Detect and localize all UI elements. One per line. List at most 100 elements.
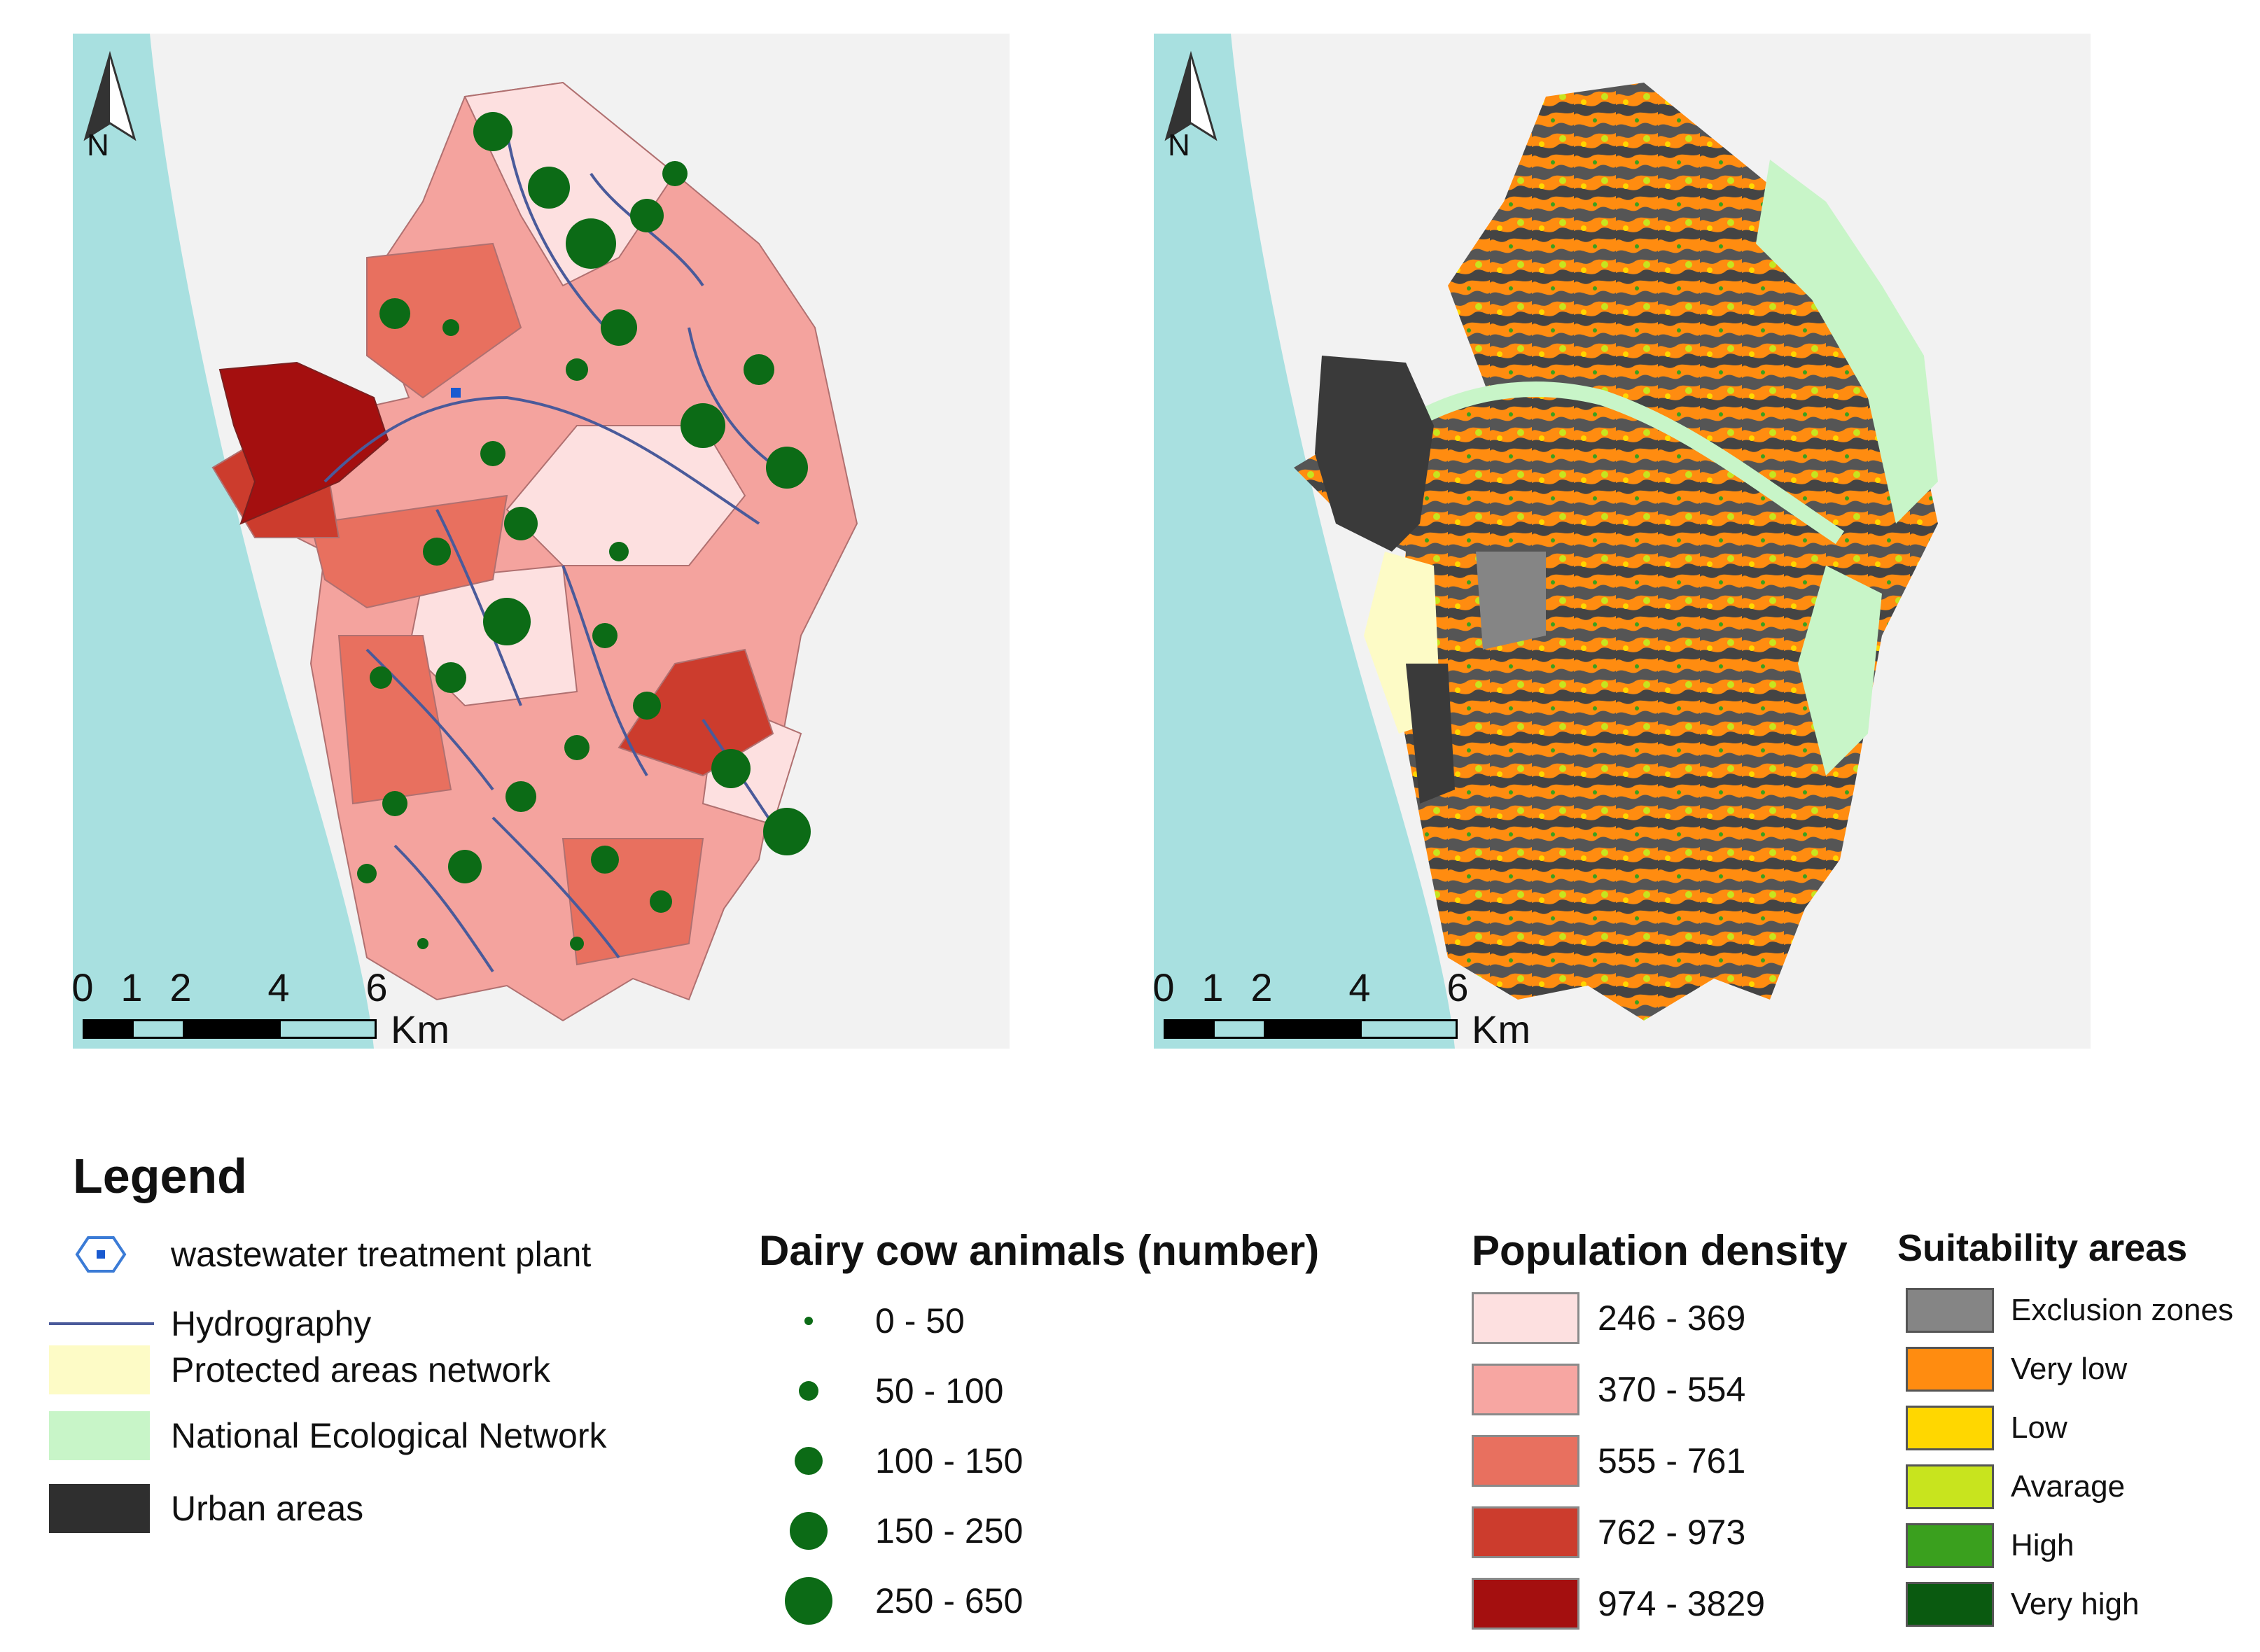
river-branch (393, 844, 494, 973)
population-class: 246 - 369 (1472, 1292, 1745, 1344)
scale-tick: 0 (1154, 965, 1175, 1009)
legend-item-urban: Urban areas (49, 1484, 363, 1533)
scale-bar: 0 1 2 4 6 Km (1154, 965, 1556, 1049)
scale-tick: 1 (1201, 965, 1224, 1009)
suitability-class: Avarage (1906, 1464, 2125, 1509)
river-branch (365, 648, 494, 791)
scale-tick: 6 (365, 965, 388, 1009)
population-swatch (1472, 1364, 1579, 1415)
suitability-class-label: Very low (2011, 1352, 2128, 1386)
suitability-class-label: Exclusion zones (2011, 1293, 2233, 1327)
dairy-symbol (681, 403, 725, 448)
dairy-symbol (504, 507, 538, 540)
suitability-class: High (1906, 1523, 2074, 1568)
dairy-symbol (423, 538, 451, 566)
exclusion-zone (1476, 552, 1546, 650)
population-class: 974 - 3829 (1472, 1578, 1765, 1630)
ecological-network-area (1756, 160, 1938, 524)
dairy-symbol (505, 781, 536, 812)
legend-label: Hydrography (171, 1304, 372, 1343)
river-branch (561, 565, 648, 777)
dairy-symbol-icon (804, 1317, 813, 1325)
hydrography-lines (323, 131, 802, 973)
dairy-legend-title: Dairy cow animals (number) (759, 1227, 1320, 1274)
dairy-class: 0 - 50 (770, 1296, 965, 1345)
legend-item-wastewater: wastewater treatment plant (73, 1233, 591, 1275)
population-swatch (1472, 1506, 1579, 1558)
map-right-canvas (1154, 34, 2091, 1049)
dairy-symbol (744, 354, 774, 385)
sea-area (73, 34, 374, 1049)
scale-unit: Km (391, 1007, 449, 1049)
scale-tick: 0 (73, 965, 94, 1009)
dairy-class: 50 - 100 (770, 1366, 1003, 1415)
dairy-symbol (570, 937, 584, 951)
dairy-symbol (601, 309, 637, 346)
dairy-symbol-icon (799, 1381, 818, 1401)
line-icon (49, 1322, 154, 1325)
scale-bar-graphic (1164, 1019, 1458, 1039)
dairy-symbol-icon (790, 1512, 828, 1550)
population-class-label: 555 - 761 (1598, 1441, 1746, 1480)
scale-tick: 1 (120, 965, 143, 1009)
suitability-class-label: High (2011, 1528, 2074, 1562)
legend-swatch (49, 1345, 150, 1394)
dairy-class-label: 50 - 100 (875, 1371, 1004, 1410)
population-class: 555 - 761 (1472, 1435, 1745, 1487)
dairy-class-label: 0 - 50 (875, 1301, 965, 1340)
north-label: N (87, 128, 109, 162)
scale-bar-graphic (83, 1019, 377, 1039)
wastewater-plant-marker (451, 388, 461, 398)
dairy-symbol (564, 735, 590, 760)
suitability-class: Very high (1906, 1582, 2139, 1627)
urban-area (1406, 664, 1455, 804)
dairy-symbol (483, 598, 531, 645)
dairy-symbol (591, 846, 619, 874)
scale-tick: 4 (1348, 965, 1371, 1009)
suitability-map: N 0 1 2 4 6 Km (1154, 34, 2091, 1049)
dairy-symbol (379, 298, 410, 329)
legend-label: National Ecological Network (171, 1416, 607, 1455)
north-label: N (1168, 128, 1190, 162)
population-swatch (1472, 1292, 1579, 1344)
dairy-symbol-icon (785, 1577, 832, 1625)
dairy-symbol (357, 864, 377, 883)
suitability-legend-title: Suitability areas (1897, 1227, 2188, 1269)
north-arrow-icon (1164, 50, 1218, 141)
dairy-class: 100 - 150 (770, 1436, 1023, 1485)
dairy-symbol (480, 441, 505, 466)
population-class-label: 974 - 3829 (1598, 1584, 1766, 1623)
dairy-class: 250 - 650 (770, 1576, 1023, 1625)
dairy-class-label: 100 - 150 (875, 1441, 1024, 1480)
population-class-label: 370 - 554 (1598, 1370, 1746, 1409)
scale-bar: 0 1 2 4 6 Km (73, 965, 475, 1049)
dairy-symbol (592, 623, 618, 648)
dairy-class-label: 250 - 650 (875, 1581, 1024, 1620)
population-class: 370 - 554 (1472, 1364, 1745, 1415)
dairy-symbol (630, 199, 664, 232)
legend-swatch (49, 1484, 150, 1533)
dairy-symbol (662, 161, 688, 186)
suitability-class: Exclusion zones (1906, 1288, 2233, 1333)
dairy-symbol (650, 890, 672, 913)
population-swatch (1472, 1435, 1579, 1487)
river-branch (505, 131, 620, 343)
dairy-symbol (566, 218, 616, 269)
dairy-class: 150 - 250 (770, 1506, 1023, 1555)
dairy-symbol (711, 749, 751, 788)
legend-label: wastewater treatment plant (171, 1235, 592, 1274)
suitability-class-label: Very high (2011, 1587, 2140, 1621)
dairy-symbol (528, 167, 570, 209)
population-class: 762 - 973 (1472, 1506, 1745, 1558)
legend-item-protected: Protected areas network (49, 1345, 550, 1394)
legend-swatch (49, 1411, 150, 1460)
suitability-swatch (1906, 1464, 1994, 1509)
dairy-symbol (370, 666, 392, 689)
dairy-symbol (763, 808, 811, 855)
dairy-symbols (357, 112, 811, 951)
scale-tick: 4 (267, 965, 290, 1009)
population-dairy-map: N 0 1 2 4 6 Km (73, 34, 1010, 1049)
legend-label: Protected areas network (171, 1350, 550, 1390)
population-legend-title: Population density (1472, 1227, 1848, 1274)
dairy-symbol (448, 850, 482, 883)
